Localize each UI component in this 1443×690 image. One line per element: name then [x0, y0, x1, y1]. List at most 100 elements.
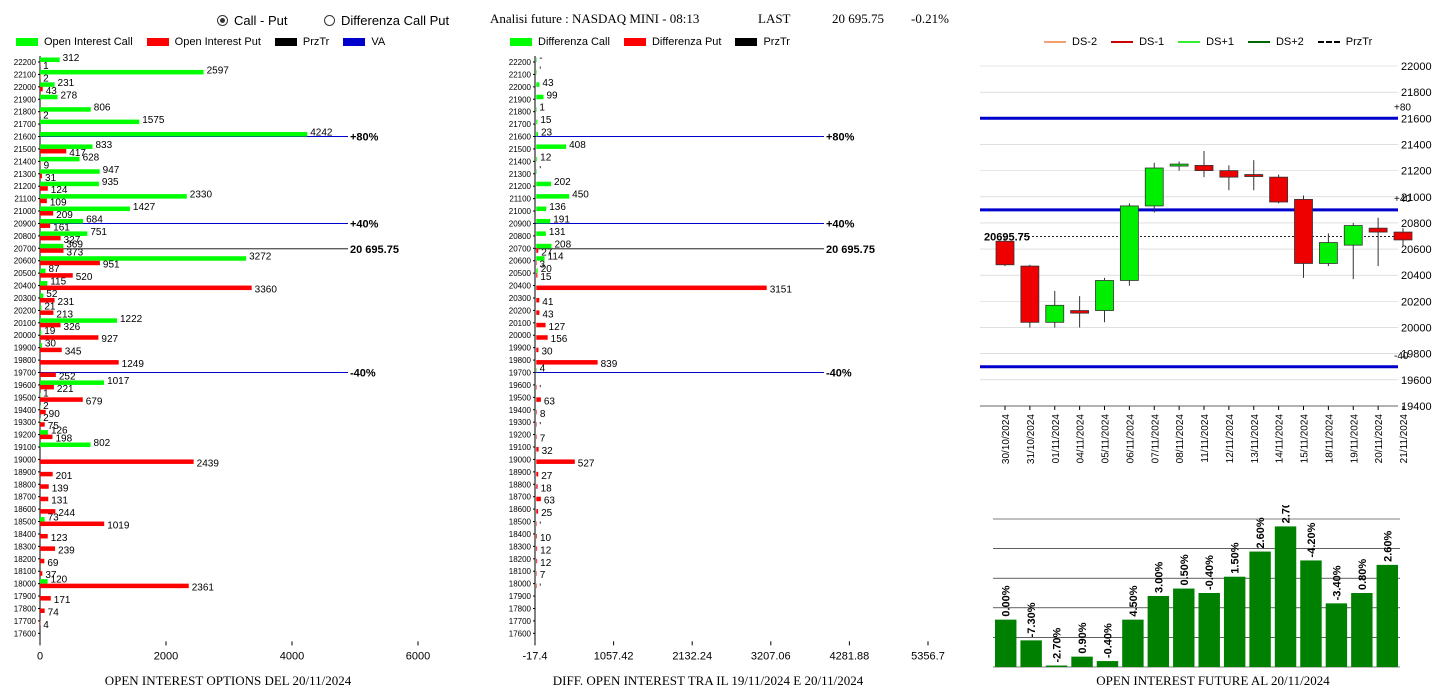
bar-value-label: 3360 [255, 285, 278, 296]
call-bar [40, 119, 140, 125]
price-label: 20695.75 [984, 232, 1030, 244]
bar-value-label: 52 [46, 289, 58, 300]
call-bar [536, 69, 537, 75]
call-bar [40, 330, 42, 336]
band-label: +80 [1394, 102, 1411, 113]
legend-swatch [1178, 41, 1201, 43]
put-bar [40, 297, 55, 303]
bar-value-label: 10 [540, 533, 552, 544]
oi-bar-label: 2.70% [1281, 505, 1293, 523]
date-label: 31/10/2024 [1026, 414, 1037, 464]
date-label: 30/10/2024 [1001, 414, 1012, 464]
y-tick-label: 20200 [1401, 296, 1432, 308]
legend-label: PrzTr [763, 36, 790, 48]
bar-value-label: 327 [64, 235, 81, 246]
call-bar [40, 579, 48, 584]
put-bar [536, 310, 540, 315]
radio-differenza-call-put[interactable]: Differenza Call Put [324, 13, 449, 28]
strike-label: 20000 [14, 331, 37, 340]
strike-label: 20900 [509, 219, 532, 228]
call-bar [536, 144, 567, 149]
put-bar [40, 186, 48, 191]
bar-value-label: 136 [549, 202, 566, 213]
y-tick-label: 21400 [1401, 139, 1432, 151]
candle-body [1045, 304, 1065, 323]
bar-value-label: 3 [539, 260, 545, 271]
strike-label: 18300 [509, 542, 532, 551]
oi-bar [1376, 564, 1398, 667]
put-bar [40, 459, 194, 464]
candle-body [1020, 265, 1040, 323]
strike-label: 17600 [14, 629, 37, 638]
bar-value-label: 191 [553, 214, 570, 225]
bar-value-label: 75 [48, 421, 60, 432]
strike-label: 20000 [509, 331, 532, 340]
oi-bar-label: 3.00% [1153, 562, 1165, 593]
candlestick-chart: 19400 19600 19800 20000 20200 20400 20600 20800… [980, 61, 1432, 464]
call-bar [40, 268, 46, 274]
bar-value-label: 679 [86, 396, 103, 407]
candle-body [1244, 174, 1264, 177]
put-bar [536, 422, 537, 427]
bar-value-label: 3272 [249, 252, 272, 263]
strike-label: 20300 [14, 294, 37, 303]
last-label: LAST [758, 11, 791, 26]
call-bar [40, 392, 41, 398]
put-bar [40, 310, 54, 315]
strike-label: 17800 [14, 604, 37, 613]
strike-label: 21600 [14, 133, 37, 142]
bar-value-label: 19 [44, 326, 56, 337]
oi-bar-label: 0.80% [1357, 559, 1369, 590]
bar-value-label: 12 [540, 545, 552, 556]
oi-future-bar-chart: 0.00% -7.30% -2.70% 0.90% -0.40% 4.50% 3.00% 0.… [993, 505, 1400, 668]
strike-label: 22000 [509, 83, 532, 92]
put-bar [40, 571, 43, 576]
strike-label: 21400 [509, 157, 532, 166]
bar-value-label: 25 [541, 508, 553, 519]
call-bar [40, 57, 60, 62]
x-tick-label: 2132.24 [672, 650, 712, 660]
legend-label: VA [371, 36, 386, 48]
x-tick-label: 0 [37, 650, 43, 660]
strike-label: 19800 [14, 356, 37, 365]
put-bar [536, 273, 538, 278]
bar-value-label: 131 [549, 227, 566, 238]
oi-bar-label: 2.60% [1255, 517, 1267, 548]
oi-bar-label: 2.60% [1382, 530, 1394, 561]
bar-value-label: 99 [547, 90, 559, 101]
call-bar [40, 405, 41, 410]
candle-body [1393, 231, 1413, 241]
put-bar [40, 285, 252, 291]
bar-value-label: ' [539, 421, 541, 432]
strike-label: 21800 [14, 108, 37, 117]
date-label: 01/11/2024 [1051, 414, 1062, 464]
strike-label: 18200 [14, 555, 37, 564]
bar-value-label: 252 [59, 372, 76, 383]
bar-value-label: 239 [58, 545, 75, 556]
radio-call-put[interactable]: Call - Put [217, 13, 287, 28]
call-bar [40, 181, 99, 187]
put-bar [40, 260, 100, 266]
bar-value-label: 18 [541, 483, 553, 494]
strike-label: 18200 [509, 555, 532, 564]
put-bar [536, 434, 537, 440]
strike-label: 21600 [509, 133, 532, 142]
call-bar [40, 69, 204, 75]
call-bar [536, 132, 538, 137]
legend-label: Differenza Put [651, 36, 722, 48]
bar-value-label: 69 [47, 558, 59, 569]
call-bar [536, 107, 537, 112]
bar-value-label: ' [539, 583, 541, 594]
oi-bar-label: -4.20% [1306, 522, 1318, 557]
strike-label: 18500 [509, 518, 532, 527]
bar-value-label: 369 [66, 239, 83, 250]
put-bar [40, 322, 61, 328]
call-bar [536, 57, 537, 62]
last-value: 20 695.75 [832, 11, 884, 26]
candle-body [1070, 310, 1090, 314]
bar-value-label: 1222 [120, 314, 143, 325]
put-bar [536, 496, 541, 502]
strike-label: 17800 [509, 604, 532, 613]
strike-label: 17600 [509, 629, 532, 638]
oi-bar [1198, 593, 1220, 667]
